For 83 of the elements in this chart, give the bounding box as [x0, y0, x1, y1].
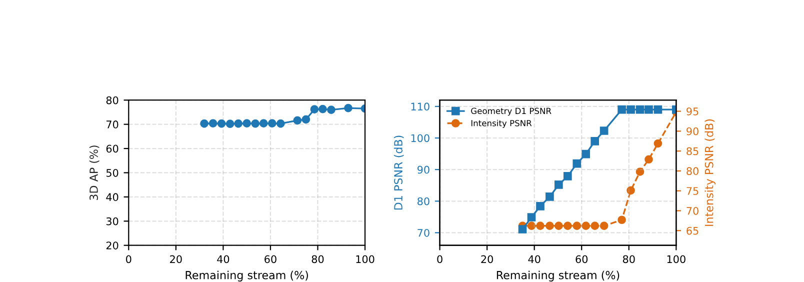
point — [572, 222, 582, 230]
point — [302, 115, 310, 124]
x-tick-label: 0 — [437, 255, 442, 264]
y2-tick-label: 75 — [686, 187, 698, 195]
point — [259, 119, 268, 128]
point — [626, 186, 635, 195]
x-axis-title: Remaining stream (%) — [186, 270, 308, 282]
x-tick-label: 100 — [667, 255, 686, 264]
point — [554, 222, 563, 230]
y2-tick-label: 80 — [686, 167, 698, 176]
point — [208, 119, 218, 128]
point — [527, 213, 536, 222]
x-axis-title: Remaining stream (%) — [496, 270, 620, 282]
point — [217, 119, 226, 128]
y-tick-label: 90 — [417, 166, 430, 174]
legend-label: Geometry D1 PSNR — [471, 108, 552, 116]
point — [564, 222, 572, 230]
y-tick-label: 80 — [418, 197, 430, 206]
y2-tick-label: 95 — [686, 107, 698, 116]
y-tick-label: 80 — [106, 96, 118, 104]
point — [600, 222, 608, 230]
y-tick-label: 100 — [411, 134, 430, 142]
point — [554, 180, 563, 189]
point — [226, 120, 234, 128]
y-tick-label: 60 — [106, 144, 118, 153]
point — [293, 116, 302, 125]
y2-tick-label: 85 — [686, 147, 698, 156]
y2-axis-title: Intensity PSNR (dB) — [704, 119, 716, 226]
point — [654, 105, 662, 114]
point — [572, 159, 582, 168]
y-axis-title: 3D AP (%) — [89, 146, 100, 200]
x-tick-label: 80 — [312, 255, 324, 264]
point — [536, 202, 544, 210]
point — [546, 192, 554, 201]
y-tick-label: 40 — [106, 193, 118, 202]
y2-tick-label: 90 — [686, 127, 698, 136]
point — [268, 119, 276, 128]
point — [251, 119, 260, 128]
point — [626, 105, 635, 114]
legend-label: Intensity PSNR — [471, 120, 532, 128]
x-tick-label: 0 — [126, 255, 132, 264]
y-tick-label: 30 — [106, 217, 118, 226]
point — [344, 104, 352, 112]
point — [310, 105, 319, 114]
point — [636, 168, 644, 176]
point — [582, 222, 590, 230]
point — [318, 104, 327, 114]
point — [518, 225, 527, 234]
point — [654, 139, 662, 148]
x-tick-label: 100 — [356, 255, 374, 264]
y-tick-label: 20 — [106, 242, 118, 250]
point — [546, 222, 554, 230]
y2-tick-label: 65 — [686, 226, 698, 235]
x-tick-label: 60 — [576, 255, 588, 264]
x-tick-label: 40 — [217, 255, 230, 264]
y-tick-label: 70 — [106, 120, 118, 128]
point — [618, 216, 626, 224]
point — [234, 119, 242, 128]
x-tick-label: 40 — [528, 255, 540, 264]
x-tick-label: 20 — [170, 255, 182, 264]
x-tick-label: 20 — [481, 255, 493, 264]
point — [327, 106, 336, 114]
x-tick-label: 80 — [622, 255, 635, 264]
point — [536, 222, 544, 230]
point — [564, 172, 572, 180]
y-tick-label: 70 — [418, 228, 430, 237]
y-tick-label: 110 — [411, 102, 430, 111]
point — [636, 105, 644, 114]
point — [600, 126, 608, 135]
x-tick-label: 60 — [264, 255, 276, 264]
point — [590, 136, 600, 146]
point — [644, 105, 653, 114]
point — [590, 222, 600, 230]
point — [200, 119, 208, 128]
y-tick-label: 50 — [106, 168, 118, 177]
point — [527, 222, 536, 230]
point — [618, 105, 626, 114]
y-axis-title: D1 PSNR (dB) — [394, 136, 404, 210]
point — [582, 150, 590, 158]
point — [644, 155, 653, 164]
y2-tick-label: 70 — [686, 206, 698, 215]
point — [242, 119, 251, 128]
point — [276, 119, 285, 128]
